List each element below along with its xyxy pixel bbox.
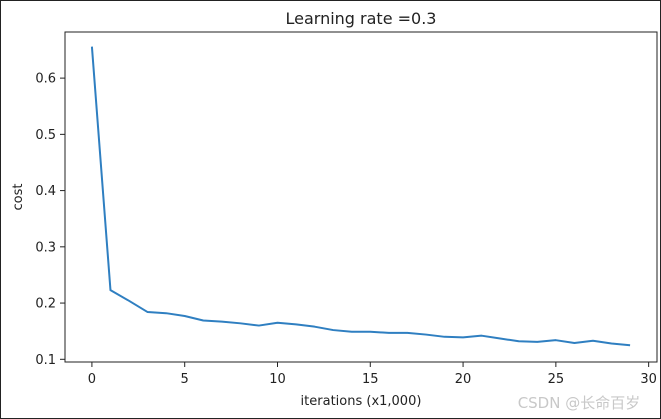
x-tick-label: 25 [548,372,565,387]
y-tick-label: 0.2 [35,297,56,312]
watermark: CSDN @长命百岁 ︎ [517,394,645,412]
x-tick-label: 0 [88,372,96,387]
x-axis: 0 5 10 15 20 25 30 [88,362,657,387]
cost-series-line [90,46,631,347]
x-axis-label: iterations (x1,000) [301,394,422,409]
y-axis: 0.1 0.2 0.3 0.4 0.5 0.6 [35,72,65,368]
y-tick-label: 0.5 [35,128,56,143]
y-tick-label: 0.6 [35,72,56,87]
y-tick-label: 0.4 [35,184,56,199]
x-tick-label: 30 [640,372,657,387]
y-tick-label: 0.3 [35,240,56,255]
y-tick-label: 0.1 [35,353,56,368]
x-tick-label: 5 [181,372,189,387]
series-layer [90,46,631,347]
x-tick-label: 15 [362,372,379,387]
y-axis-label: cost [11,184,26,211]
plot-area [64,31,658,363]
x-tick-label: 10 [269,372,286,387]
x-tick-label: 20 [455,372,472,387]
chart-title: Learning rate =0.3 [286,9,437,28]
